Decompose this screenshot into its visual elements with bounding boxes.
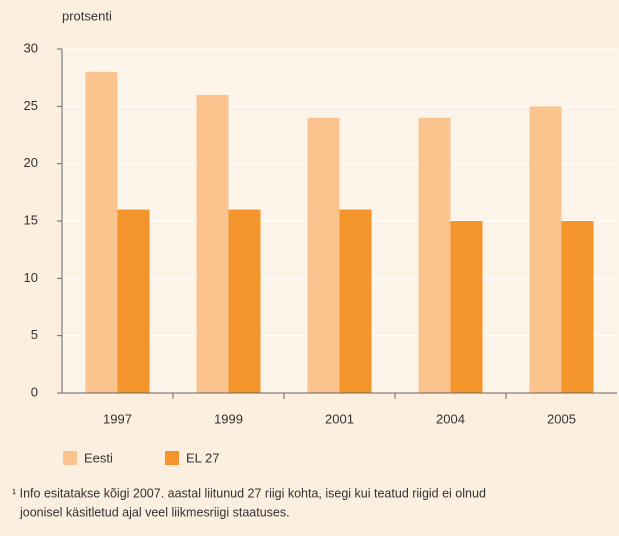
y-tick-label: 25 [24, 98, 38, 113]
y-tick-label: 0 [31, 384, 38, 399]
bar [117, 209, 150, 393]
bar [339, 209, 372, 393]
x-tick-label: 1997 [103, 411, 132, 426]
bar [196, 94, 229, 393]
bar [418, 117, 451, 394]
x-tick-label: 2005 [547, 411, 576, 426]
y-tick-label: 30 [24, 40, 38, 55]
y-tick-label: 5 [31, 327, 38, 342]
y-axis-label: protsenti [62, 8, 112, 23]
bar [228, 209, 261, 393]
x-tick-label: 2004 [436, 411, 465, 426]
bar [85, 71, 118, 393]
y-tick-label: 15 [24, 212, 38, 227]
bar [561, 221, 594, 393]
x-tick-label: 2001 [325, 411, 354, 426]
bar [529, 106, 562, 393]
legend-label: Eesti [84, 450, 113, 465]
x-tick-label: 1999 [214, 411, 243, 426]
legend-swatch [63, 451, 77, 465]
y-tick-label: 10 [24, 270, 38, 285]
legend-label: EL 27 [186, 450, 220, 465]
footnote: ¹ Info esitatakse kõigi 2007. aastal lii… [12, 486, 486, 500]
legend-swatch [165, 451, 179, 465]
y-tick-label: 20 [24, 155, 38, 170]
footnote: joonisel käsitletud ajal veel liikmesrii… [19, 505, 290, 519]
bar [450, 221, 483, 393]
bar [307, 117, 340, 394]
